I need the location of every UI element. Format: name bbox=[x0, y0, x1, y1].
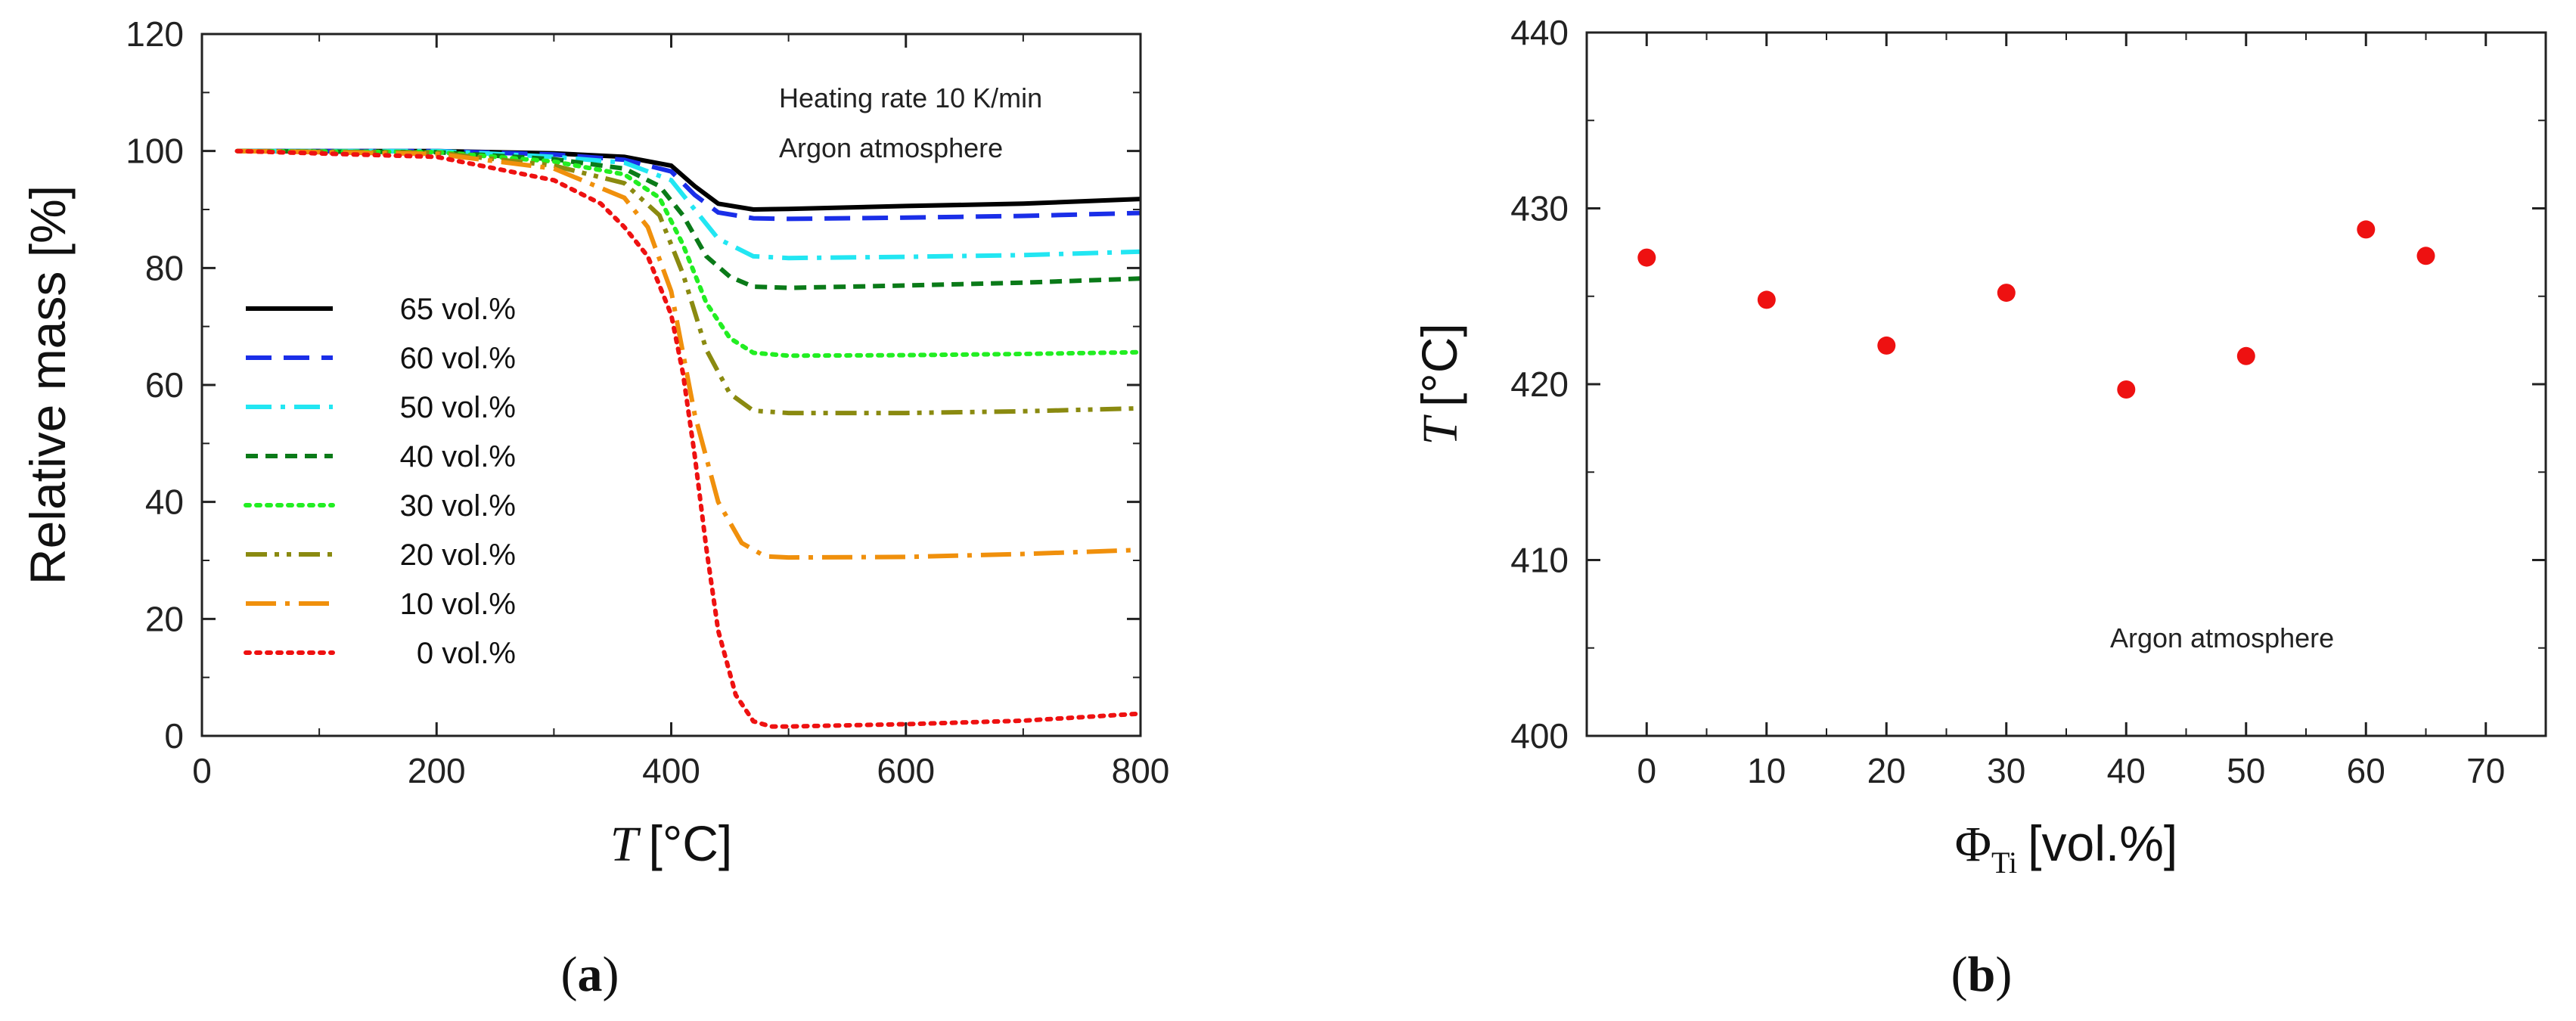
scatter-point bbox=[1997, 284, 2016, 303]
legend-label: 65 vol.% bbox=[400, 293, 516, 326]
panel-b-x-axis-subscript: Ti bbox=[1991, 846, 2017, 880]
panel-a-ticks: 0 200 400 600 800 0 20 40 60 80 100 120 bbox=[126, 14, 1169, 790]
y-tick-label: 120 bbox=[126, 14, 184, 54]
panel-b-x-axis-unit: [vol.%] bbox=[2028, 815, 2177, 871]
panel-a-annotation-atmosphere: Argon atmosphere bbox=[779, 132, 1003, 163]
panel-b-label: (b) bbox=[1951, 947, 2013, 1002]
panel-b-plot-frame bbox=[1585, 31, 2547, 737]
x-tick-label: 20 bbox=[1867, 751, 1906, 790]
legend-label: 60 vol.% bbox=[400, 342, 516, 375]
scatter-point bbox=[1757, 290, 1776, 309]
legend-label: 30 vol.% bbox=[400, 489, 516, 523]
series-line-20-vol bbox=[237, 148, 1141, 416]
y-tick-label: 0 bbox=[164, 716, 184, 756]
y-tick-label: 60 bbox=[145, 365, 184, 405]
y-tick-label: 420 bbox=[1510, 365, 1569, 404]
series-line-10-vol bbox=[237, 148, 1141, 560]
legend-item: 0 vol.% bbox=[244, 637, 516, 670]
legend-item: 50 vol.% bbox=[246, 391, 516, 424]
y-tick-label: 40 bbox=[145, 483, 184, 522]
x-tick-label: 800 bbox=[1112, 751, 1170, 790]
legend-item: 60 vol.% bbox=[246, 342, 516, 375]
panel-b: 0 10 20 30 40 50 60 70 400 410 420 430 440 Argon atm… bbox=[1411, 13, 2547, 1002]
legend-item: 10 vol.% bbox=[246, 588, 516, 621]
scatter-point bbox=[2236, 346, 2255, 365]
legend-item: 65 vol.% bbox=[246, 293, 516, 326]
panel-b-ticks: 0 10 20 30 40 50 60 70 400 410 420 430 440 bbox=[1510, 13, 2546, 790]
legend-item: 20 vol.% bbox=[246, 538, 516, 572]
x-tick-label: 200 bbox=[408, 751, 466, 790]
x-tick-label: 30 bbox=[1987, 751, 2025, 790]
series-line-60-vol bbox=[237, 148, 1141, 222]
legend-label: 40 vol.% bbox=[400, 440, 516, 473]
y-tick-label: 440 bbox=[1510, 13, 1569, 52]
panel-b-series bbox=[1637, 220, 2435, 399]
panel-a-x-axis-title: T [°C] bbox=[610, 815, 732, 872]
panel-b-y-axis-symbol: T bbox=[1413, 414, 1468, 445]
panel-b-y-axis-unit: [°C] bbox=[1411, 323, 1467, 407]
x-tick-label: 0 bbox=[1637, 751, 1656, 790]
legend-label: 20 vol.% bbox=[400, 538, 516, 572]
y-tick-label: 410 bbox=[1510, 541, 1569, 580]
x-tick-label: 0 bbox=[192, 751, 212, 790]
legend-item: 40 vol.% bbox=[246, 440, 516, 473]
panel-b-letter: b bbox=[1968, 947, 1996, 1002]
panel-b-x-axis-title: ΦTi [vol.%] bbox=[1955, 815, 2177, 880]
panel-a-legend: 65 vol.% 60 vol.% 50 vol.% 40 vol.% 30 vol.%… bbox=[244, 293, 516, 670]
x-tick-label: 60 bbox=[2347, 751, 2385, 790]
y-tick-label: 400 bbox=[1510, 716, 1569, 756]
legend-label: 0 vol.% bbox=[417, 637, 516, 670]
legend-label: 50 vol.% bbox=[400, 391, 516, 424]
y-tick-label: 100 bbox=[126, 132, 184, 171]
panel-a-letter: a bbox=[578, 947, 603, 1002]
y-tick-label: 80 bbox=[145, 248, 184, 287]
x-tick-label: 70 bbox=[2466, 751, 2505, 790]
x-tick-label: 600 bbox=[877, 751, 935, 790]
panel-a: 0 200 400 600 800 0 20 40 60 80 100 120 Heating rat… bbox=[20, 14, 1169, 1002]
x-tick-label: 10 bbox=[1747, 751, 1786, 790]
panel-a-x-axis-symbol: T bbox=[610, 817, 641, 872]
panel-b-y-axis-title: T [°C] bbox=[1411, 323, 1468, 445]
legend-item: 30 vol.% bbox=[244, 489, 516, 523]
panel-a-y-axis-title: Relative mass [%] bbox=[20, 185, 76, 585]
scatter-point bbox=[1877, 336, 1896, 355]
scatter-point bbox=[2117, 380, 2136, 399]
panel-b-x-axis-symbol: Φ bbox=[1955, 817, 1991, 872]
x-tick-label: 40 bbox=[2107, 751, 2146, 790]
panel-a-series bbox=[234, 148, 1143, 729]
series-line-40-vol bbox=[237, 148, 1141, 290]
series-line-65-vol bbox=[237, 148, 1141, 213]
y-tick-label: 430 bbox=[1510, 189, 1569, 228]
scatter-point bbox=[1637, 248, 1656, 267]
panel-a-x-axis-unit: [°C] bbox=[648, 815, 732, 871]
panel-a-label: (a) bbox=[561, 947, 619, 1002]
x-tick-label: 400 bbox=[642, 751, 700, 790]
panel-a-annotation-heating-rate: Heating rate 10 K/min bbox=[779, 82, 1042, 113]
scatter-point bbox=[2357, 220, 2376, 239]
legend-label: 10 vol.% bbox=[400, 588, 516, 621]
panel-b-annotation-atmosphere: Argon atmosphere bbox=[2110, 622, 2334, 653]
scatter-point bbox=[2416, 247, 2435, 265]
y-tick-label: 20 bbox=[145, 599, 184, 638]
x-tick-label: 50 bbox=[2227, 751, 2265, 790]
series-line-30-vol bbox=[234, 148, 1143, 358]
series-line-0-vol bbox=[234, 148, 1143, 729]
